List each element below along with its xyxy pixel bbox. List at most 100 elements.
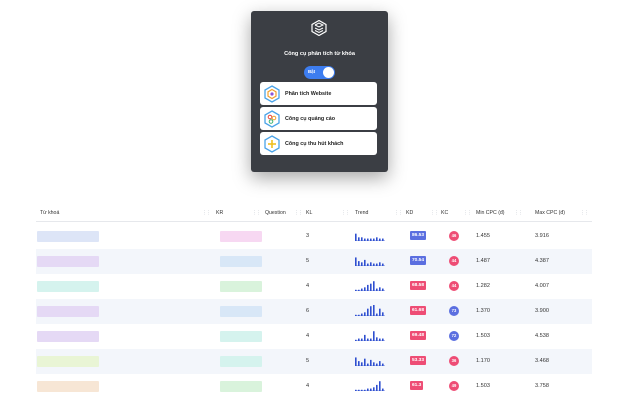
trend-bar bbox=[358, 289, 360, 291]
trend-bar bbox=[367, 308, 369, 316]
max-cpc-value: 3.758 bbox=[535, 383, 549, 389]
kc-badge: 44 bbox=[449, 281, 459, 291]
keyword-placeholder bbox=[37, 231, 99, 242]
attract-customers-button[interactable]: Công cụ thu hút khách bbox=[260, 132, 377, 155]
trend-bar bbox=[370, 306, 372, 316]
kd-badge: 61.3 bbox=[410, 381, 424, 390]
trend-bar bbox=[358, 237, 360, 241]
website-analysis-icon bbox=[264, 84, 280, 103]
trend-bar bbox=[373, 263, 375, 266]
header-trend[interactable]: Trend bbox=[355, 210, 369, 216]
trend-bar bbox=[379, 381, 381, 391]
kr-placeholder bbox=[220, 281, 262, 292]
kc-badge: 46 bbox=[449, 231, 459, 241]
extension-popup: Công cụ phân tích từ khóa Bật Phân tích … bbox=[251, 11, 388, 172]
trend-bar bbox=[382, 238, 384, 241]
sort-icon[interactable]: ⋮⋮ bbox=[580, 210, 589, 216]
trend-bar bbox=[367, 363, 369, 366]
trend-bar bbox=[379, 308, 381, 316]
attract-customers-icon bbox=[264, 134, 280, 153]
trend-bar bbox=[358, 261, 360, 266]
kl-value: 4 bbox=[306, 383, 310, 389]
trend-sparkline bbox=[355, 305, 385, 316]
table-row[interactable]: 4 61.3 49 1.503 3.758 bbox=[36, 374, 592, 399]
sort-icon[interactable]: ⋮⋮ bbox=[463, 210, 472, 216]
trend-bar bbox=[376, 237, 378, 241]
trend-bar bbox=[379, 238, 381, 241]
keyword-placeholder bbox=[37, 256, 99, 267]
sort-icon[interactable]: ⋮⋮ bbox=[341, 210, 350, 216]
trend-bar bbox=[364, 312, 366, 316]
sort-icon[interactable]: ⋮⋮ bbox=[394, 210, 403, 216]
header-kl[interactable]: KL bbox=[306, 210, 313, 216]
keyword-placeholder bbox=[37, 281, 99, 292]
header-keyword[interactable]: Từ khoá bbox=[40, 210, 60, 216]
popup-title: Công cụ phân tích từ khóa bbox=[284, 51, 355, 57]
max-cpc-value: 3.916 bbox=[535, 233, 549, 239]
max-cpc-value: 4.538 bbox=[535, 333, 549, 339]
table-row[interactable]: 4 69.48 72 1.503 4.538 bbox=[36, 324, 592, 349]
table-row[interactable]: 3 86.53 46 1.455 3.916 bbox=[36, 224, 592, 249]
max-cpc-value: 4.387 bbox=[535, 258, 549, 264]
trend-sparkline bbox=[355, 281, 385, 291]
attract-customers-label: Công cụ thu hút khách bbox=[285, 140, 344, 147]
enable-toggle[interactable]: Bật bbox=[304, 66, 335, 79]
table-row[interactable]: 5 53.33 36 1.170 3.468 bbox=[36, 349, 592, 374]
sort-icon[interactable]: ⋮⋮ bbox=[430, 210, 439, 216]
table-header: Từ khoá ⋮⋮ KR ⋮⋮ Question ⋮⋮ KL ⋮⋮ Trend… bbox=[36, 205, 592, 222]
trend-bar bbox=[370, 359, 372, 366]
ads-tool-button[interactable]: Công cụ quảng cáo bbox=[260, 107, 377, 130]
kc-badge: 36 bbox=[449, 356, 459, 366]
trend-sparkline bbox=[355, 233, 385, 241]
trend-bar bbox=[370, 338, 372, 341]
trend-bar bbox=[376, 313, 378, 316]
trend-bar bbox=[367, 388, 369, 391]
table-row[interactable]: 6 61.68 73 1.370 3.900 bbox=[36, 299, 592, 324]
table-row[interactable]: 4 68.58 44 1.282 4.007 bbox=[36, 274, 592, 299]
trend-bar bbox=[376, 337, 378, 341]
keyword-placeholder bbox=[37, 331, 99, 342]
keyword-placeholder bbox=[37, 381, 99, 392]
website-analysis-button[interactable]: Phân tích Website bbox=[260, 82, 377, 105]
trend-bar bbox=[361, 262, 363, 266]
trend-bar bbox=[373, 305, 375, 316]
kr-placeholder bbox=[220, 331, 262, 342]
sort-icon[interactable]: ⋮⋮ bbox=[514, 210, 523, 216]
trend-bar bbox=[382, 338, 384, 341]
trend-bar bbox=[355, 357, 357, 366]
header-kd[interactable]: KD bbox=[406, 210, 414, 216]
sort-icon[interactable]: ⋮⋮ bbox=[252, 210, 261, 216]
sort-icon[interactable]: ⋮⋮ bbox=[202, 210, 211, 216]
header-max-cpc[interactable]: Max CPC (đ) bbox=[535, 210, 565, 216]
app-logo-icon bbox=[311, 20, 327, 36]
trend-bar bbox=[376, 363, 378, 366]
kr-placeholder bbox=[220, 381, 262, 392]
trend-bar bbox=[355, 257, 357, 266]
trend-bar bbox=[364, 334, 366, 341]
toggle-label: Bật bbox=[308, 69, 316, 74]
kl-value: 5 bbox=[306, 258, 310, 264]
trend-bar bbox=[370, 283, 372, 291]
header-min-cpc[interactable]: Min CPC (đ) bbox=[476, 210, 505, 216]
max-cpc-value: 4.007 bbox=[535, 283, 549, 289]
kc-badge: 44 bbox=[449, 256, 459, 266]
header-kc[interactable]: KC bbox=[441, 210, 449, 216]
trend-bar bbox=[358, 389, 360, 391]
keyword-placeholder bbox=[37, 306, 99, 317]
kd-badge: 70.54 bbox=[410, 256, 427, 265]
table-row[interactable]: 5 70.54 44 1.487 4.387 bbox=[36, 249, 592, 274]
trend-bar bbox=[358, 361, 360, 366]
trend-bar bbox=[355, 233, 357, 241]
kd-badge: 68.58 bbox=[410, 281, 427, 290]
header-kr[interactable]: KR bbox=[216, 210, 224, 216]
kd-badge: 61.68 bbox=[410, 306, 427, 315]
sort-icon[interactable]: ⋮⋮ bbox=[294, 210, 303, 216]
kl-value: 4 bbox=[306, 333, 310, 339]
trend-bar bbox=[364, 287, 366, 291]
header-question[interactable]: Question bbox=[265, 210, 286, 216]
trend-bar bbox=[364, 389, 366, 391]
trend-sparkline bbox=[355, 381, 385, 391]
trend-bar bbox=[364, 259, 366, 266]
min-cpc-value: 1.487 bbox=[476, 258, 490, 264]
website-analysis-label: Phân tích Website bbox=[285, 90, 332, 97]
